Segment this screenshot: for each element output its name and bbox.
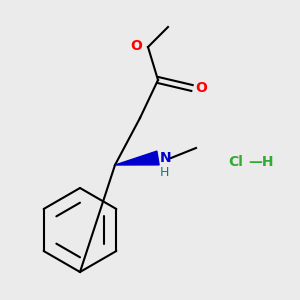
Text: N: N — [160, 151, 172, 165]
Text: H: H — [160, 166, 169, 178]
Text: Cl: Cl — [228, 155, 243, 169]
Text: O: O — [130, 39, 142, 53]
Text: O: O — [195, 81, 207, 95]
Text: —H: —H — [248, 155, 274, 169]
Polygon shape — [115, 151, 159, 165]
